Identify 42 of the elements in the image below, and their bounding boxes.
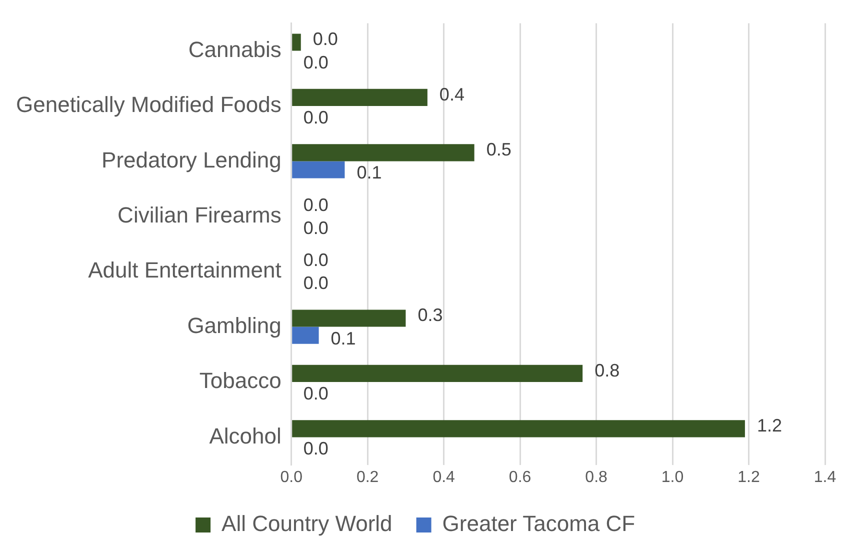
data-label: 0.0 [303, 108, 328, 128]
x-tick-label: 1.4 [814, 468, 836, 486]
y-tick-label: Gambling [187, 312, 282, 338]
bar [292, 420, 745, 438]
bar [292, 88, 428, 106]
data-label: 0.0 [303, 273, 328, 294]
data-label: 0.1 [330, 328, 356, 348]
x-tick-label: 0.4 [432, 468, 456, 486]
y-tick-label: Predatory Lending [102, 147, 282, 172]
data-label: 0.1 [356, 162, 382, 183]
data-label: 0.0 [303, 52, 328, 72]
data-label: 0.0 [303, 194, 328, 215]
y-tick-label: Genetically Modified Foods [16, 92, 282, 118]
data-label: 0.0 [303, 250, 328, 270]
bar [292, 34, 301, 51]
data-label: 0.5 [486, 140, 512, 160]
x-tick-label: 1.2 [738, 468, 760, 486]
data-label: 0.8 [594, 360, 620, 380]
bar [292, 161, 345, 178]
y-tick-label: Alcohol [209, 423, 282, 448]
legend-label: Greater Tacoma CF [442, 511, 636, 536]
data-label: 0.0 [303, 384, 328, 404]
legend-label: All Country World [222, 511, 392, 536]
data-label: 0.3 [418, 305, 443, 326]
x-tick-label: 1.0 [661, 468, 684, 486]
x-tick-label: 0.6 [508, 468, 532, 486]
bar [292, 310, 406, 327]
x-tick-label: 0.2 [356, 468, 379, 486]
data-label: 0.0 [312, 29, 338, 50]
data-label: 1.2 [756, 416, 782, 436]
bar [292, 144, 474, 162]
bar [292, 364, 583, 382]
bar [292, 326, 319, 344]
x-tick-label: 0.8 [585, 468, 608, 486]
x-tick-label: 0.0 [280, 468, 303, 486]
data-label: 0.0 [303, 218, 328, 238]
y-tick-label: Adult Entertainment [88, 258, 282, 283]
y-tick-label: Cannabis [188, 36, 282, 62]
data-label: 0.4 [439, 84, 464, 104]
data-label: 0.0 [303, 438, 328, 459]
y-tick-label: Civilian Firearms [118, 202, 282, 228]
y-tick-label: Tobacco [199, 368, 282, 394]
